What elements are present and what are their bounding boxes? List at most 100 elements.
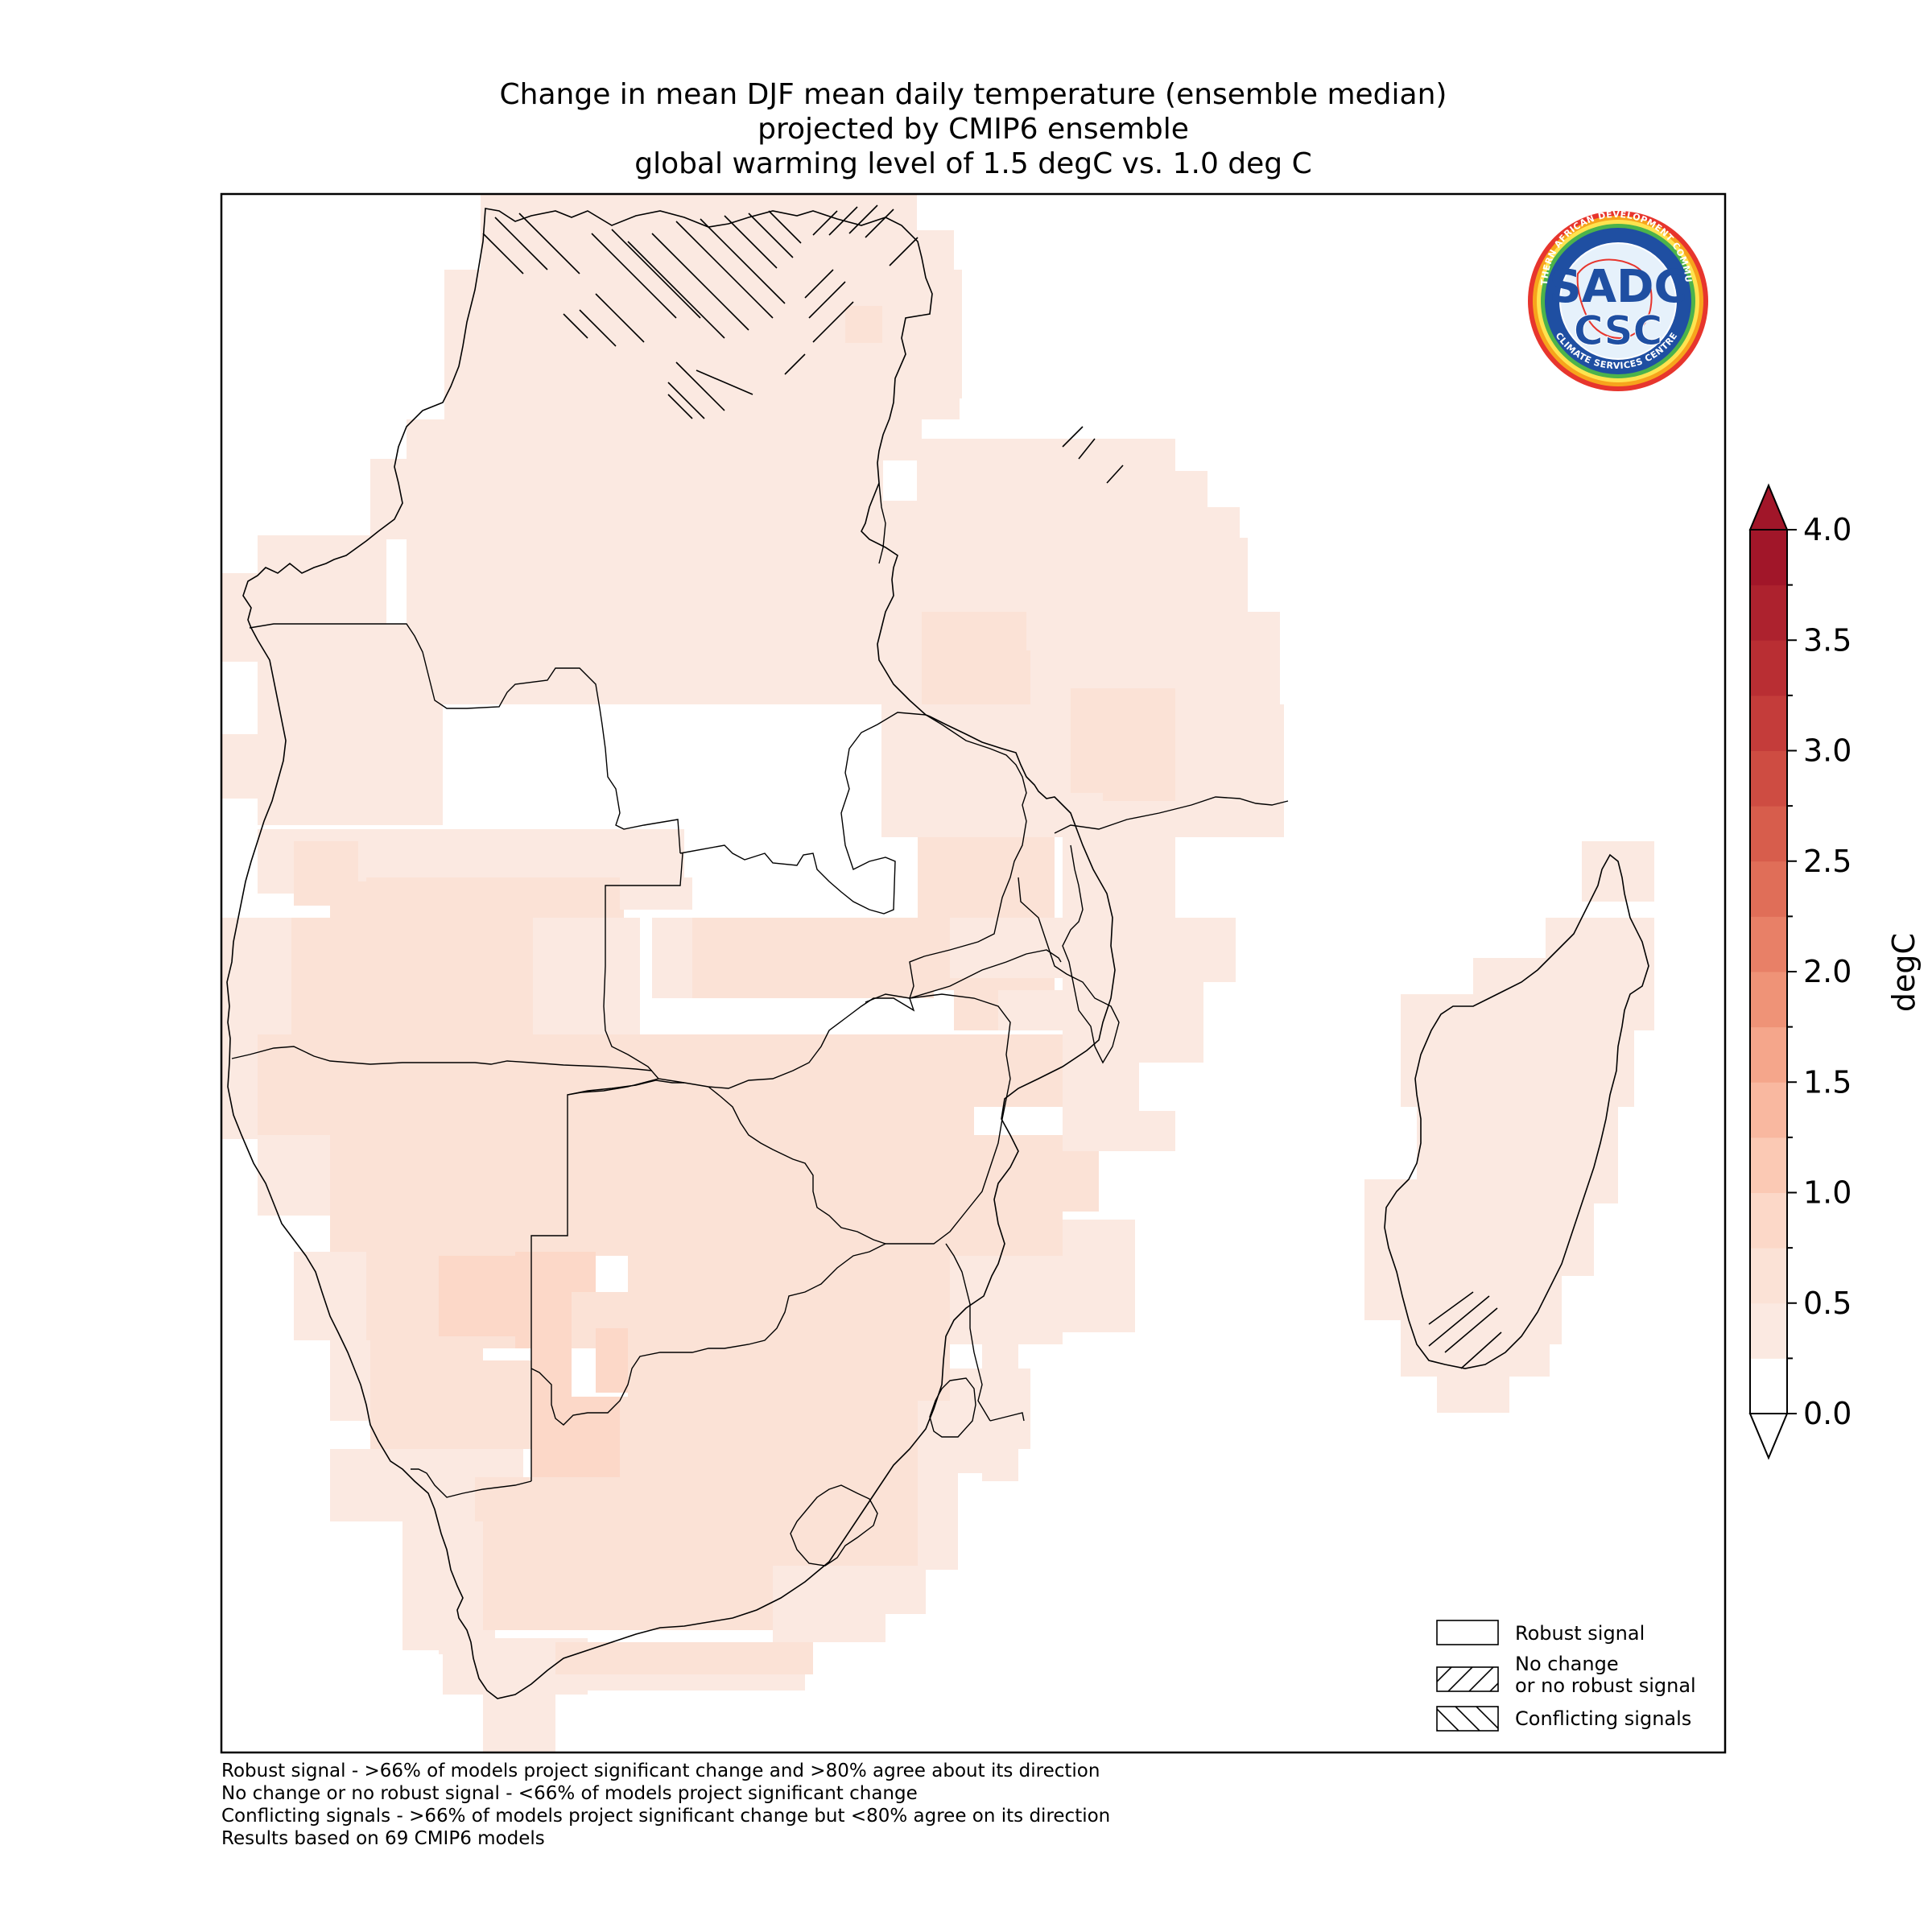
colorbar-segment [1750,861,1787,917]
legend-label-conflicting: Conflicting signals [1515,1707,1691,1730]
colorbar-segment [1750,695,1787,751]
grid-cell [330,1135,531,1256]
map-area [221,194,1654,1752]
colorbar-unit-label: degC [1886,933,1922,1012]
grid-cell [555,1642,813,1674]
lesotho-outline [790,1484,878,1567]
colorbar-segment [1750,806,1787,862]
grid-cell [258,1034,660,1139]
grid-cell [692,918,934,998]
africa-coastline [226,208,1116,1699]
grid-cell [773,1602,886,1642]
grid-cell [1103,729,1175,801]
botswana-southafrica-border [530,1243,886,1426]
grid-cell [974,1034,1063,1107]
zambia-zimbabwe-border [603,852,915,1089]
logo-text-bottom: CSC [1574,308,1662,354]
drc-angola-border [249,623,681,854]
colorbar-segment [1750,1026,1787,1083]
grid-cell [1063,1220,1135,1332]
grid-cell [918,306,958,382]
footnote-conflicting: Conflicting signals - >66% of models pro… [221,1806,1111,1827]
grid-cell [475,1477,918,1574]
colorbar-segment [1750,530,1787,586]
colorbar-tick-label: 1.0 [1803,1175,1852,1211]
grid-cell [531,1135,716,1256]
title-line-3: global warming level of 1.5 degC vs. 1.0… [634,147,1312,180]
footnotes: Robust signal - >66% of models project s… [221,1760,1110,1850]
grid-cell [1063,982,1203,1063]
mozambique-coast-south [989,1412,1025,1422]
drc-zambia-border [679,712,927,914]
grid-cell [483,1566,773,1630]
colorbar-segment [1750,1358,1787,1414]
grid-cell [1473,1336,1546,1377]
footnote-no-change: No change or no robust signal - <66% of … [221,1783,918,1804]
grid-cell [483,1682,555,1752]
colorbar-segment [1750,750,1787,807]
conflicting-signals-hatching [482,210,802,419]
colorbar-segments [1750,530,1787,1414]
zambia-tanzania-malawi-border [909,714,1027,999]
colorbar-tick-label: 1.5 [1803,1064,1852,1100]
legend-swatch-no-change [1436,1666,1499,1692]
legend-label-no-change-1: No change [1515,1653,1619,1675]
grid-cell [958,1135,1063,1191]
grid-cell [628,1252,950,1413]
grid-cell [1063,918,1236,982]
botswana-zimbabwe-border [708,1086,886,1245]
tanzania-mozambique-border [1054,796,1289,834]
signal-legend: Robust signal No change or no robust sig… [1436,1620,1696,1732]
grid-cell [330,1340,370,1421]
colorbar-tick-label: 2.0 [1803,954,1852,989]
colorbar-segment [1750,1137,1787,1193]
colorbar-segment [1750,584,1787,641]
colorbar-tick-label: 4.0 [1803,512,1852,547]
colorbar-tick-label: 0.0 [1803,1396,1852,1431]
grid-cell [1401,994,1634,1107]
malawi-outline [1018,844,1120,1064]
grid-cell [1401,1179,1594,1276]
grid-cell [716,1135,958,1256]
colorbar-segment [1750,640,1787,696]
grid-cell [845,306,882,343]
no-robust-signal-hatching [784,204,1502,1369]
grid-cell [407,531,922,704]
grid-cell [998,990,1063,1030]
colorbar-segment [1750,1082,1787,1138]
colorbar-segment [1750,1248,1787,1304]
southafrica-mozambique-border [945,1243,991,1422]
colorbar-segment [1750,916,1787,972]
grid-cell-gap [883,460,917,501]
colorbar-ticks: 0.0 0.5 1.0 1.5 2.0 2.5 3.0 3.5 4.0 [1787,512,1852,1431]
footnote-robust: Robust signal - >66% of models project s… [221,1761,1100,1781]
colorbar-tick-label: 0.5 [1803,1286,1852,1321]
colorbar-segment [1750,1192,1787,1249]
tanzania-drc-lake [878,482,886,564]
madagascar-outline [1384,853,1649,1369]
grid-cell [620,1397,918,1477]
grid-cell [1063,1151,1099,1212]
grid-cell [291,918,533,1038]
angola-namibia-border [231,1046,653,1071]
grid-cell [1063,1111,1175,1151]
namibia-southafrica-border [411,1468,532,1498]
grid-cell [439,1256,519,1336]
grid-cell [918,837,1055,910]
grid-cell [370,459,507,539]
caprivi-strip [567,1080,684,1096]
logo-inner-disc [1560,243,1676,359]
grid-cell [620,877,692,910]
legend-label-robust: Robust signal [1515,1622,1645,1645]
colorbar-segment [1750,972,1787,1028]
title-line-2: projected by CMIP6 ensemble [758,113,1189,146]
logo-map-outline [1576,258,1653,340]
temperature-grid-cells [221,194,1654,1752]
eswatini-outline [929,1377,976,1438]
grid-cell [918,1473,958,1570]
grid-cell [258,624,411,704]
map-title: Change in mean DJF mean daily temperatur… [221,77,1725,181]
grid-cell [531,1292,572,1397]
zambia-mozambique-border [909,949,1062,999]
